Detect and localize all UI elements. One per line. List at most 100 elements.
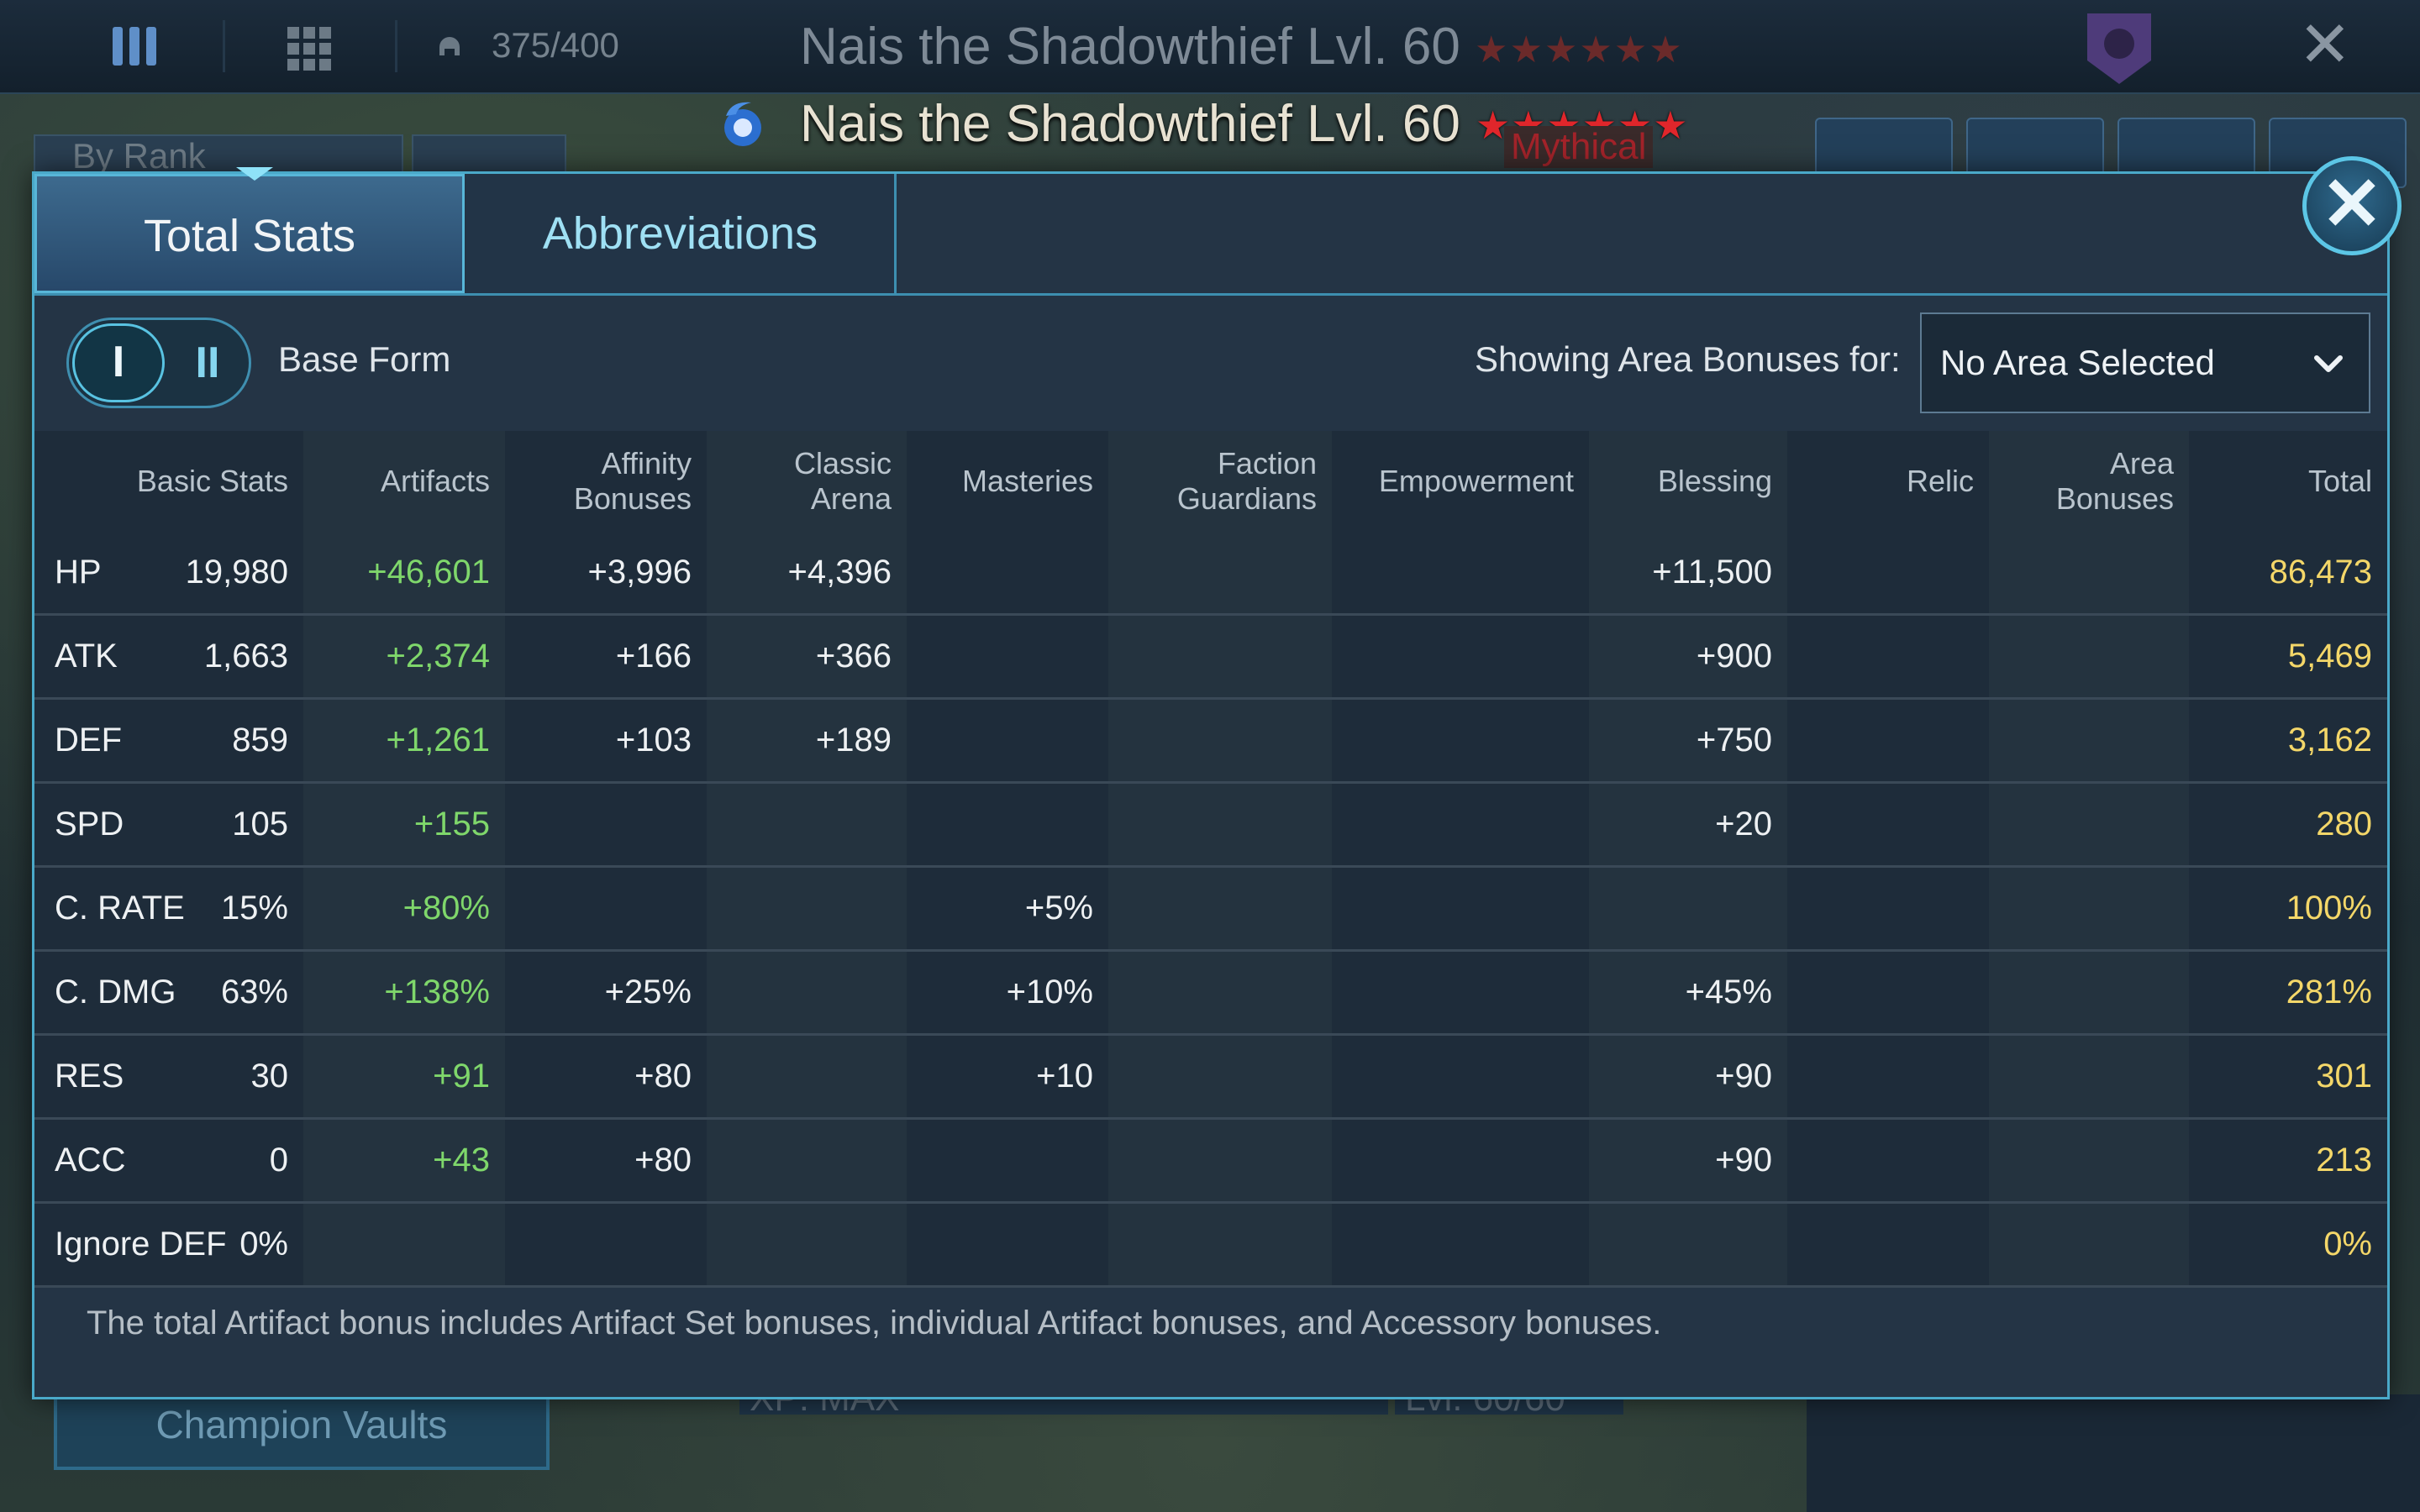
stat-affinity-cell: +25%	[505, 950, 707, 1036]
rarity-badge: Mythical	[1504, 126, 1654, 168]
table-row: ACC 0 +43 +80 +90 213	[34, 1118, 2387, 1204]
stat-blessing-cell	[1589, 866, 1787, 952]
stat-empowerment-cell	[1332, 866, 1589, 952]
table-row: HP 19,980 +46,601 +3,996 +4,396 +11,500 86,473	[34, 532, 2387, 616]
affinity-icon	[724, 102, 761, 146]
grid-icon[interactable]	[286, 25, 333, 72]
column-header: Area Bonuses	[1989, 431, 2189, 532]
stat-relic-cell	[1787, 866, 1989, 952]
stat-total-cell: 100%	[2189, 866, 2387, 952]
stat-empowerment-cell	[1332, 532, 1589, 616]
stat-artifacts-cell: +91	[303, 1034, 505, 1120]
stat-relic-cell	[1787, 1034, 1989, 1120]
stat-faction-cell	[1108, 1118, 1332, 1204]
chevron-down-icon	[2314, 355, 2343, 372]
stat-arena-cell	[707, 1118, 907, 1204]
stat-total-cell: 3,162	[2189, 698, 2387, 784]
artifact-footnote: The total Artifact bonus includes Artifa…	[87, 1305, 1662, 1341]
stat-basic-cell: SPD 105	[34, 782, 303, 868]
stat-affinity-cell: +80	[505, 1034, 707, 1120]
stat-basic-cell: ATK 1,663	[34, 614, 303, 700]
stat-arena-cell: +366	[707, 614, 907, 700]
table-header-row: Basic Stats Artifacts Affinity Bonuses Clas…	[34, 431, 2387, 532]
stat-faction-cell	[1108, 614, 1332, 700]
stat-affinity-cell	[505, 1202, 707, 1288]
stat-basic-value: 63%	[220, 974, 288, 1011]
stat-relic-cell	[1787, 1118, 1989, 1204]
stat-blessing-cell: +45%	[1589, 950, 1787, 1036]
column-header: Blessing	[1589, 431, 1787, 532]
stat-basic-cell: RES 30	[34, 1034, 303, 1120]
stat-total-cell: 213	[2189, 1118, 2387, 1204]
divider	[395, 20, 397, 72]
stat-total-cell: 86,473	[2189, 532, 2387, 616]
stat-artifacts-cell: +155	[303, 782, 505, 868]
total-stats-modal: Total Stats Abbreviations I II Base Form…	[32, 167, 2390, 1399]
stat-arena-cell	[707, 1202, 907, 1288]
column-header: Basic Stats	[34, 431, 303, 532]
stat-affinity-cell	[505, 866, 707, 952]
stat-basic-value: 1,663	[203, 638, 288, 675]
stat-name: C. RATE	[55, 890, 185, 927]
stat-name: Ignore DEF	[55, 1226, 227, 1263]
faction-icon[interactable]	[2084, 10, 2154, 87]
stat-relic-cell	[1787, 614, 1989, 700]
stat-basic-cell: Ignore DEF 0%	[34, 1202, 303, 1288]
stat-arena-cell	[707, 1034, 907, 1120]
stat-faction-cell	[1108, 782, 1332, 868]
column-header: Artifacts	[303, 431, 505, 532]
stat-total-cell: 301	[2189, 1034, 2387, 1120]
stat-masteries-cell	[907, 698, 1108, 784]
column-header: Faction Guardians	[1108, 431, 1332, 532]
stat-total-cell: 0%	[2189, 1202, 2387, 1288]
stat-relic-cell	[1787, 1202, 1989, 1288]
close-icon[interactable]: ✕	[2302, 156, 2402, 255]
close-icon[interactable]: ✕	[2298, 9, 2352, 81]
stat-faction-cell	[1108, 532, 1332, 616]
form-option-1[interactable]: I	[72, 323, 165, 402]
stat-blessing-cell: +900	[1589, 614, 1787, 700]
table-row: C. DMG 63% +138% +25% +10% +45% 281%	[34, 950, 2387, 1036]
tab-bar: Total Stats Abbreviations	[34, 167, 2387, 296]
form-option-2[interactable]: II	[195, 339, 220, 387]
column-header: Affinity Bonuses	[505, 431, 707, 532]
tab-abbreviations[interactable]: Abbreviations	[466, 174, 897, 293]
stat-name: RES	[55, 1058, 124, 1095]
stat-name: C. DMG	[55, 974, 176, 1011]
stat-empowerment-cell	[1332, 950, 1589, 1036]
stat-basic-value: 859	[232, 722, 288, 759]
stat-relic-cell	[1787, 950, 1989, 1036]
table-row: RES 30 +91 +80 +10 +90 301	[34, 1034, 2387, 1120]
stat-empowerment-cell	[1332, 782, 1589, 868]
stat-blessing-cell: +90	[1589, 1118, 1787, 1204]
form-label: Base Form	[278, 339, 451, 379]
stat-area-cell	[1989, 614, 2189, 700]
stat-area-cell	[1989, 1202, 2189, 1288]
stat-masteries-cell	[907, 614, 1108, 700]
stat-faction-cell	[1108, 950, 1332, 1036]
stat-blessing-cell	[1589, 1202, 1787, 1288]
stat-masteries-cell: +10%	[907, 950, 1108, 1036]
stat-basic-cell: C. DMG 63%	[34, 950, 303, 1036]
tab-total-stats[interactable]: Total Stats	[34, 174, 465, 293]
stat-masteries-cell	[907, 782, 1108, 868]
stat-name: ATK	[55, 638, 118, 675]
stat-basic-value: 30	[250, 1058, 289, 1095]
area-select[interactable]: No Area Selected	[1920, 312, 2370, 413]
form-toggle[interactable]: I II	[66, 318, 251, 408]
stat-total-cell: 5,469	[2189, 614, 2387, 700]
stat-area-cell	[1989, 1118, 2189, 1204]
stat-affinity-cell: +166	[505, 614, 707, 700]
hero-name: Nais the Shadowthief Lvl. 60	[800, 95, 1460, 153]
stat-artifacts-cell: +80%	[303, 866, 505, 952]
table-row: SPD 105 +155 +20 280	[34, 782, 2387, 868]
stat-faction-cell	[1108, 1202, 1332, 1288]
stat-basic-value: 0%	[239, 1226, 288, 1263]
menu-icon[interactable]	[109, 24, 160, 69]
stat-area-cell	[1989, 532, 2189, 616]
stat-artifacts-cell: +2,374	[303, 614, 505, 700]
stat-area-cell	[1989, 1034, 2189, 1120]
stat-faction-cell	[1108, 698, 1332, 784]
column-header: Empowerment	[1332, 431, 1589, 532]
stat-affinity-cell: +103	[505, 698, 707, 784]
